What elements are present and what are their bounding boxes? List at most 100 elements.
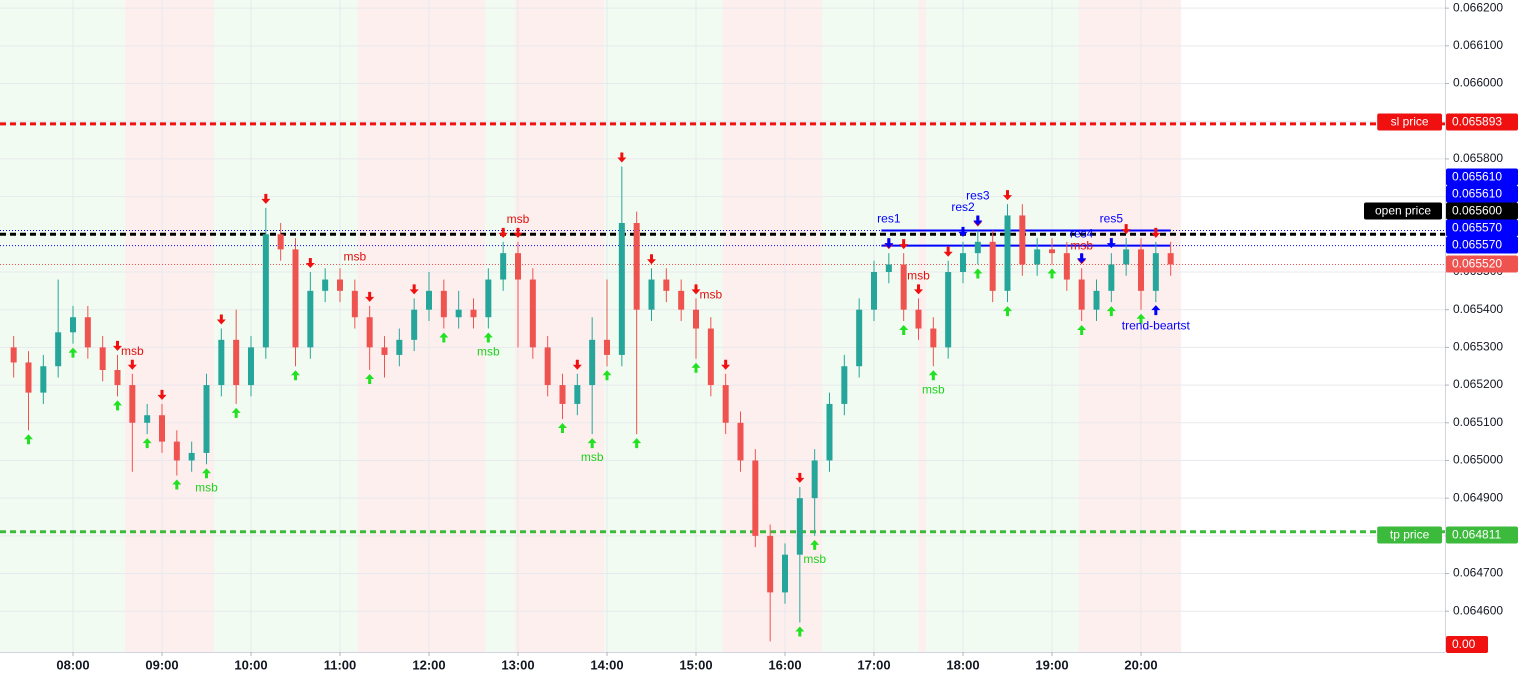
- candle-body: [1034, 249, 1041, 265]
- y-tick-label: 0.066000: [1453, 76, 1503, 90]
- candle-body: [55, 332, 62, 367]
- candle-body: [1093, 290, 1100, 310]
- candle-body: [322, 279, 329, 291]
- candle-body: [826, 403, 833, 461]
- signal-arrow: [928, 370, 938, 381]
- signal-arrow: [1151, 305, 1161, 316]
- annotation: trend-beartst: [1122, 318, 1191, 332]
- session-zone: [485, 0, 516, 652]
- candle-body: [707, 328, 714, 386]
- price-lines: [0, 122, 1445, 534]
- signal-arrow: [483, 332, 493, 343]
- signal-arrow: [973, 215, 983, 226]
- session-zone: [515, 0, 605, 652]
- price-tag: [1446, 236, 1518, 254]
- signal-arrow: [1106, 238, 1116, 249]
- y-tick-label: 0.065300: [1453, 340, 1503, 354]
- signal-arrow: [365, 291, 375, 302]
- session-zone: [925, 0, 1079, 652]
- candle-body: [856, 309, 863, 367]
- y-tick-label: 0.065100: [1453, 415, 1503, 429]
- price-tag: [1446, 219, 1518, 237]
- candle-body: [752, 460, 759, 536]
- candle-body: [1152, 253, 1159, 291]
- signal-arrow: [602, 370, 612, 381]
- candle-body: [515, 253, 521, 280]
- annotation: msb: [1070, 238, 1093, 252]
- price-axis-panel: [1445, 0, 1524, 680]
- signal-arrow: [587, 438, 597, 449]
- candle-body: [381, 347, 388, 355]
- candle-body: [989, 241, 996, 291]
- annotation: msb: [581, 450, 604, 464]
- zones: [0, 0, 1182, 652]
- signal-arrow: [795, 626, 805, 637]
- annotation: msb: [121, 344, 144, 358]
- price-tag-label: 0.065520: [1452, 257, 1502, 271]
- candle-body: [396, 339, 403, 355]
- candle-body: [1138, 249, 1144, 291]
- signal-arrow: [958, 226, 968, 237]
- candle-body: [1019, 215, 1026, 265]
- signal-arrow: [409, 284, 419, 295]
- x-tick-label: 10:00: [234, 657, 267, 672]
- signal-arrow: [1151, 227, 1161, 238]
- annotation: msb: [907, 269, 930, 283]
- signal-arrow: [973, 268, 983, 279]
- y-tick-label: 0.064900: [1453, 490, 1503, 504]
- price-tag: [1446, 202, 1518, 220]
- candle-body: [25, 362, 32, 393]
- price-tag-label: 0.064811: [1452, 528, 1501, 542]
- signal-arrow: [439, 332, 449, 343]
- candle-body: [351, 290, 358, 318]
- signal-arrow: [810, 539, 820, 550]
- axes: 0.0662000.0661000.0660000.0659000.065800…: [56, 0, 1503, 672]
- signal-arrow: [558, 422, 567, 433]
- candle-body: [945, 271, 952, 348]
- signal-arrow: [1136, 313, 1146, 324]
- candle-body: [411, 309, 418, 340]
- candle-body: [678, 290, 685, 310]
- candle-body: [1123, 249, 1130, 265]
- candle-body: [307, 290, 314, 348]
- signal-arrow: [1047, 268, 1057, 279]
- candle-body: [144, 415, 151, 423]
- candle-body: [796, 498, 803, 555]
- candle-body: [114, 369, 121, 386]
- signal-arrow: [899, 324, 909, 335]
- candle-body: [618, 222, 625, 355]
- candle-body: [218, 339, 225, 386]
- candle-body: [84, 317, 91, 348]
- x-tick-label: 15:00: [679, 657, 712, 672]
- price-tag-label: 0.065610: [1452, 170, 1502, 184]
- price-tag: [1446, 185, 1518, 203]
- annotation: msb: [195, 480, 218, 494]
- price-tag: [1446, 168, 1518, 186]
- y-tick-label: 0.066200: [1453, 0, 1503, 14]
- candle-body: [426, 290, 432, 310]
- candle-body: [782, 554, 788, 593]
- candle-body: [292, 249, 299, 348]
- price-tag: [1446, 113, 1518, 131]
- signal-arrow: [721, 359, 731, 370]
- candle-body: [1078, 279, 1085, 310]
- candle-body: [173, 441, 180, 461]
- candle-body: [604, 339, 610, 355]
- x-tick-label: 09:00: [145, 657, 178, 672]
- candle-body: [366, 317, 373, 348]
- annotation: res4: [1070, 226, 1094, 240]
- candle-body: [841, 366, 848, 404]
- candle-body: [188, 452, 195, 461]
- candle-body: [974, 241, 981, 254]
- candle-body: [203, 385, 210, 453]
- annotation: res1: [877, 211, 901, 225]
- candle-body: [470, 309, 477, 318]
- signal-arrow: [884, 238, 894, 249]
- candle-body: [663, 279, 670, 291]
- y-tick-label: 0.065200: [1453, 377, 1503, 391]
- signal-arrow: [1077, 324, 1087, 335]
- line-name-label: open price: [1375, 204, 1431, 218]
- x-tick-label: 16:00: [768, 657, 801, 672]
